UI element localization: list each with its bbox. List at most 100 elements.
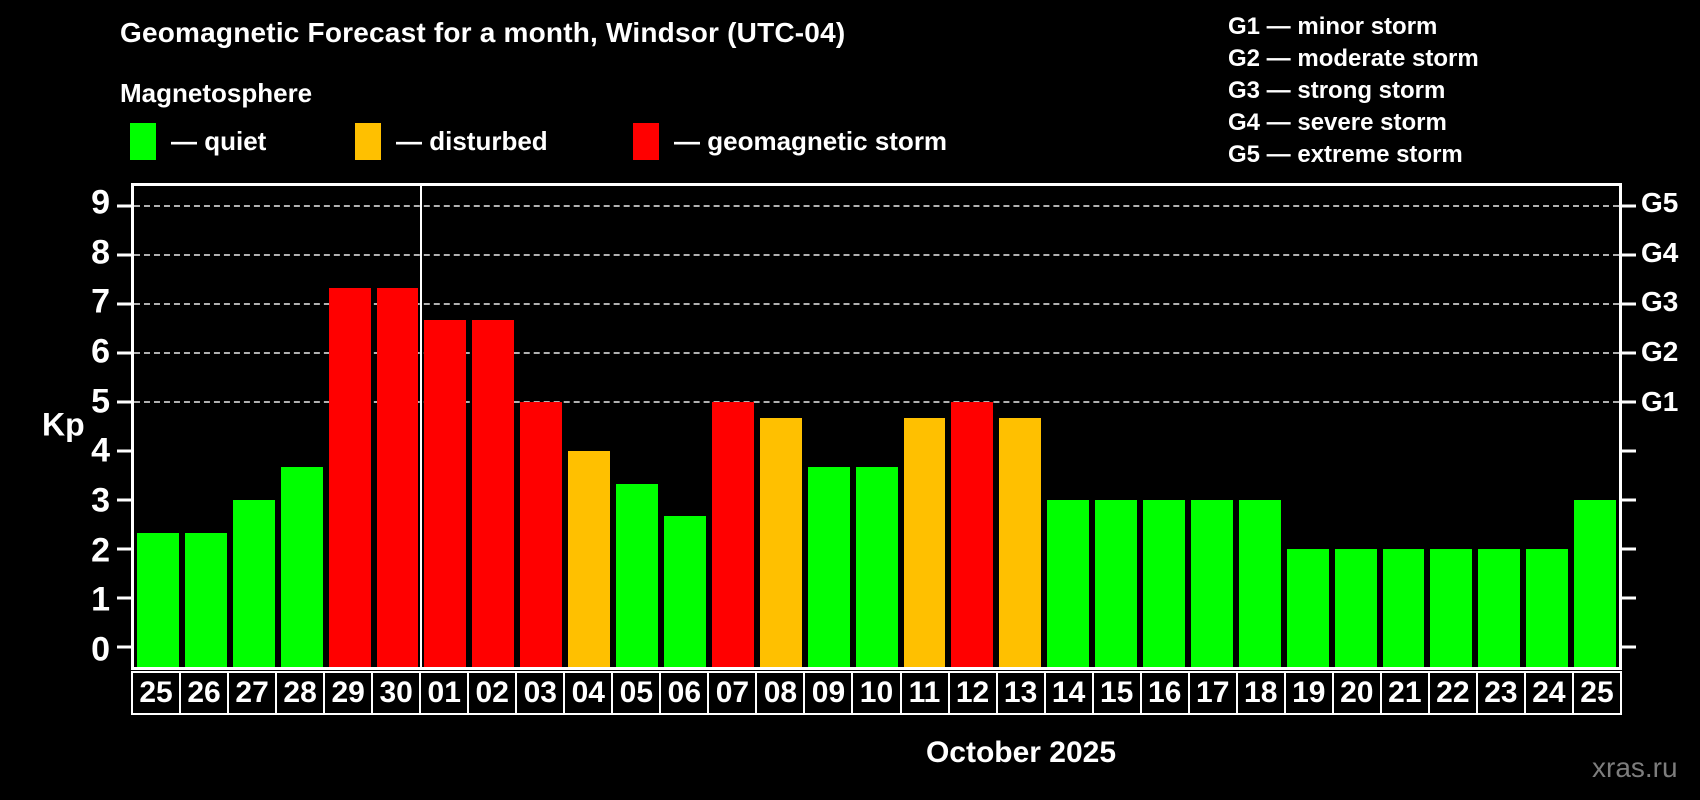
gridline-kp-5 xyxy=(134,400,1619,403)
right-axis-label-g2: G2 xyxy=(1641,335,1679,367)
bar-slot xyxy=(901,186,949,667)
date-cell-sep-27: 27 xyxy=(227,671,278,715)
legend-item-disturbed: — disturbed xyxy=(355,121,548,161)
date-cell-sep-25: 25 xyxy=(131,671,182,715)
bar-day-01 xyxy=(424,320,467,667)
y-axis-tick-left-6 xyxy=(117,351,131,355)
gridline-kp-7 xyxy=(134,302,1619,305)
legend-label-disturbed: — disturbed xyxy=(396,125,548,156)
right-axis-label-g1: G1 xyxy=(1641,385,1679,417)
bar-slot xyxy=(421,186,469,667)
date-cell-oct-24: 24 xyxy=(1523,671,1574,715)
bar-day-17 xyxy=(1190,500,1233,667)
legend-swatch-storm-icon xyxy=(633,122,659,160)
watermark: xras.ru xyxy=(1592,752,1678,783)
right-axis-label-g4: G4 xyxy=(1641,236,1679,268)
y-axis-tick-left-8 xyxy=(117,253,131,257)
bar-day-13 xyxy=(999,418,1042,667)
bar-day-24 xyxy=(1526,549,1569,667)
bar-slot xyxy=(1092,186,1140,667)
gridline-kp-8 xyxy=(134,253,1619,256)
date-cell-oct-12: 12 xyxy=(947,671,998,715)
bar-slot xyxy=(469,186,517,667)
date-cell-oct-01: 01 xyxy=(419,671,470,715)
y-axis-label-6: 6 xyxy=(91,332,110,371)
bar-day-12 xyxy=(951,401,994,667)
bar-slot xyxy=(757,186,805,667)
bar-day-26 xyxy=(184,533,227,667)
bar-slot xyxy=(326,186,374,667)
date-cell-oct-17: 17 xyxy=(1187,671,1238,715)
date-row: 25 26 27 28 29 30 01 02 03 04 05 06 07 08 09 10 11 12 13 14… xyxy=(131,671,1622,715)
bar-slot xyxy=(230,186,278,667)
y-axis-tick-right-1 xyxy=(1622,596,1636,600)
y-axis-tick-left-9 xyxy=(117,204,131,208)
g-scale-legend-line-1: G1 — minor storm xyxy=(1228,13,1438,40)
gridline-kp-9 xyxy=(134,204,1619,207)
legend-label-quiet: — quiet xyxy=(171,125,267,156)
y-axis-label-3: 3 xyxy=(91,481,110,520)
bar-slot xyxy=(374,186,422,667)
y-axis-label-2: 2 xyxy=(91,531,110,570)
y-axis-tick-right-2 xyxy=(1622,547,1636,551)
date-cell-sep-26: 26 xyxy=(179,671,230,715)
legend-label-storm: — geomagnetic storm xyxy=(674,125,948,156)
date-cell-sep-29: 29 xyxy=(323,671,374,715)
date-cell-oct-23: 23 xyxy=(1475,671,1526,715)
legend-item-storm: — geomagnetic storm xyxy=(633,121,947,161)
legend-item-quiet: — quiet xyxy=(130,121,266,161)
g-scale-legend-line-4: G4 — severe storm xyxy=(1228,109,1447,136)
bars-container xyxy=(134,186,1619,667)
chart-subtitle: Magnetosphere xyxy=(120,78,313,108)
g-scale-legend: G1 — minor storm G2 — moderate storm G3 — … xyxy=(1228,11,1479,171)
bar-day-25 xyxy=(137,533,179,667)
bar-slot xyxy=(1523,186,1571,667)
bar-slot xyxy=(1380,186,1428,667)
date-cell-oct-10: 10 xyxy=(851,671,902,715)
y-axis-label-8: 8 xyxy=(91,233,110,272)
y-axis-tick-left-5 xyxy=(117,400,131,404)
gridline-kp-6 xyxy=(134,351,1619,354)
bar-day-28 xyxy=(280,467,323,667)
date-cell-oct-08: 08 xyxy=(755,671,806,715)
bar-day-18 xyxy=(1238,500,1281,667)
date-cell-oct-20: 20 xyxy=(1331,671,1382,715)
bar-slot xyxy=(613,186,661,667)
y-axis-title: Kp xyxy=(42,406,85,443)
date-cell-oct-02: 02 xyxy=(467,671,518,715)
bar-slot xyxy=(565,186,613,667)
date-cell-oct-19: 19 xyxy=(1283,671,1334,715)
date-cell-oct-15: 15 xyxy=(1091,671,1142,715)
date-cell-oct-07: 07 xyxy=(707,671,758,715)
bar-day-15 xyxy=(1095,500,1138,667)
y-axis-label-4: 4 xyxy=(91,431,110,470)
bar-day-25 xyxy=(1574,500,1617,667)
date-cell-oct-21: 21 xyxy=(1379,671,1430,715)
date-cell-oct-05: 05 xyxy=(611,671,662,715)
y-axis-tick-right-4 xyxy=(1622,449,1636,453)
date-cell-sep-28: 28 xyxy=(275,671,326,715)
bar-day-08 xyxy=(759,418,802,667)
bar-day-11 xyxy=(903,418,946,667)
bar-slot xyxy=(1188,186,1236,667)
legend: — quiet — disturbed — geomagnetic storm xyxy=(0,121,1200,161)
bar-day-16 xyxy=(1143,500,1185,667)
date-cell-oct-16: 16 xyxy=(1139,671,1190,715)
y-axis-tick-right-5 xyxy=(1622,400,1636,404)
y-axis-label-9: 9 xyxy=(91,183,110,222)
bar-day-23 xyxy=(1478,549,1521,667)
g-scale-legend-line-2: G2 — moderate storm xyxy=(1228,45,1479,72)
y-axis-label-5: 5 xyxy=(91,382,110,421)
bar-slot xyxy=(182,186,230,667)
bar-slot xyxy=(1571,186,1619,667)
date-cell-oct-18: 18 xyxy=(1235,671,1286,715)
y-axis-label-0: 0 xyxy=(91,630,110,669)
y-axis-tick-right-3 xyxy=(1622,498,1636,502)
y-axis-tick-right-8 xyxy=(1622,253,1636,257)
y-axis-tick-left-1 xyxy=(117,596,131,600)
y-axis-tick-right-7 xyxy=(1622,302,1636,306)
bar-day-19 xyxy=(1286,549,1329,667)
bar-day-03 xyxy=(520,401,563,667)
g-scale-legend-line-5: G5 — extreme storm xyxy=(1228,141,1463,168)
